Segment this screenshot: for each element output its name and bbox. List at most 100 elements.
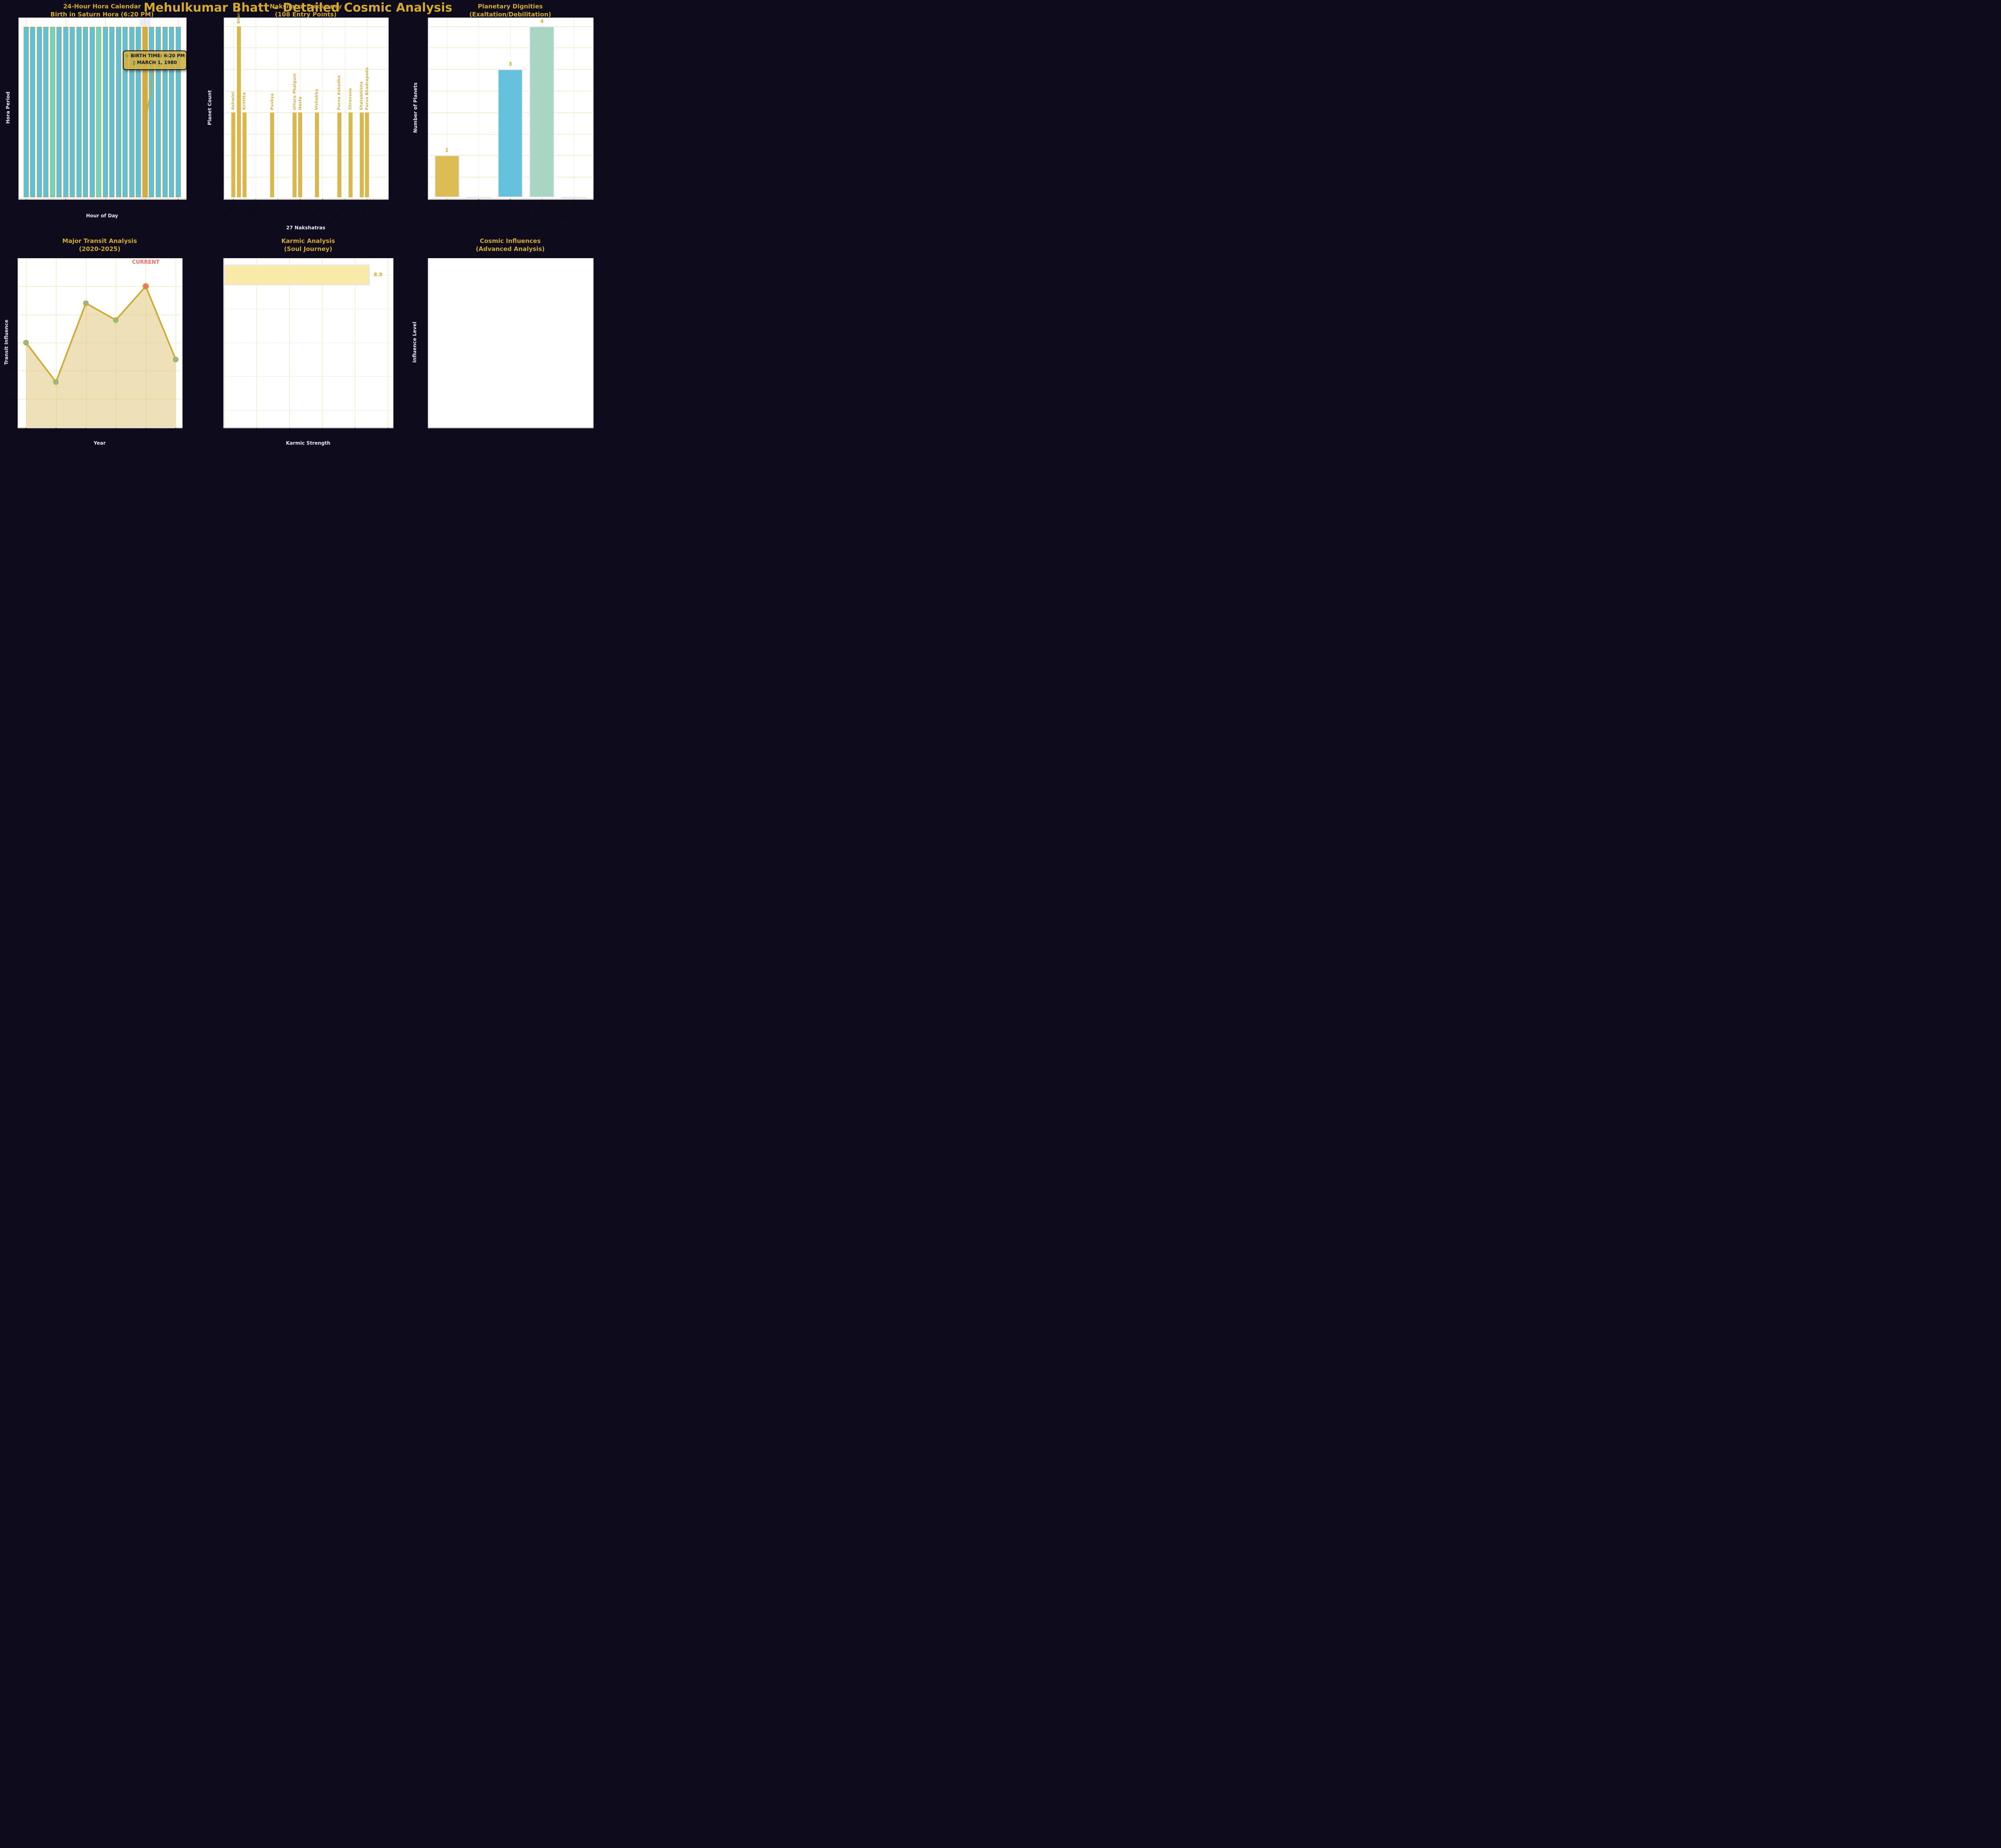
bar-label: Ashwini — [231, 92, 236, 110]
bar-label: Krittika — [242, 92, 247, 110]
bar — [242, 112, 247, 197]
nakshatra-chart-title-block: Nakshatra Frequency (108 Entry Points) — [234, 2, 378, 18]
bar — [116, 27, 121, 197]
bar — [365, 112, 369, 197]
bar — [102, 27, 108, 197]
bar — [293, 112, 297, 197]
axis-tick — [221, 112, 223, 113]
bar-label: Pushya — [270, 93, 275, 110]
value-label: 3 — [508, 61, 512, 67]
axis-tick — [15, 314, 17, 315]
tick-label: 2024 — [140, 430, 151, 434]
axis-tick — [425, 198, 427, 199]
tick-label: 8 — [353, 430, 357, 434]
bar — [89, 27, 95, 197]
chart-subtitle: (Advanced Analysis) — [476, 245, 545, 253]
bar — [348, 112, 353, 197]
grid-line — [224, 112, 388, 113]
bar — [23, 27, 29, 197]
tick-label: 11 PM — [172, 201, 184, 206]
bar — [83, 27, 88, 197]
bar — [237, 26, 241, 197]
tick-label: 1.5 — [418, 131, 425, 136]
axis-tick — [322, 199, 323, 201]
tick-label: 2021 — [51, 430, 61, 434]
bar — [231, 112, 235, 197]
tick-label: 4 — [288, 430, 291, 434]
tick-label: 2.5 — [418, 88, 425, 93]
bar — [315, 112, 319, 197]
grid-line — [18, 258, 182, 259]
tick-label: 0.50 — [211, 153, 221, 158]
axis-tick — [425, 155, 427, 156]
bar — [30, 27, 35, 197]
tick-label: 3.0 — [418, 67, 425, 72]
axis-tick — [105, 199, 106, 201]
current-label: CURRENT — [132, 259, 160, 265]
grid-line — [223, 410, 393, 411]
axis-tick — [300, 199, 301, 201]
transit-plot-area — [18, 258, 182, 428]
axis-tick — [175, 428, 176, 430]
chart-title: Major Transit Analysis — [62, 237, 137, 245]
axis-tick — [425, 90, 427, 91]
cosmic-plot-area — [428, 258, 593, 428]
axis-tick — [144, 199, 146, 201]
bar — [36, 27, 42, 197]
chart-title: Karmic Analysis — [281, 237, 335, 245]
axis-tick — [221, 26, 223, 27]
transit-chart-title-block: Major Transit Analysis (2020-2025) — [28, 237, 172, 253]
bar — [498, 69, 523, 197]
star-icon: ☆ — [125, 53, 129, 58]
bar-label: Uttara Phalguni — [292, 73, 297, 110]
tick-label: 0.75 — [211, 131, 221, 136]
bar — [63, 27, 68, 197]
tick-label: 0.25 — [211, 175, 221, 179]
tick-label: 4.0 — [418, 24, 425, 28]
bar — [298, 112, 303, 197]
chart-subtitle: (2020-2025) — [79, 245, 120, 253]
tick-label: 12 AM — [20, 201, 32, 206]
bar-label: Shatabhisha — [359, 81, 364, 110]
tick-label: 6 AM — [60, 201, 71, 206]
axis-tick — [15, 258, 17, 259]
tick-label: 7.0 — [8, 368, 14, 373]
grid-line — [233, 18, 234, 199]
grid-line — [18, 286, 182, 287]
tick-label: 7.5 — [8, 340, 14, 345]
transit-xaxis-label: Year — [94, 440, 106, 446]
tick-label: 8.5 — [8, 284, 14, 289]
bar — [50, 27, 55, 197]
bar — [224, 265, 370, 286]
annotation-box: ☆ BIRTH TIME: 6:20 PM ▯ MARCH 1, 1980 — [123, 50, 187, 70]
grid-line — [224, 69, 388, 70]
tick-label: 9.0 — [8, 256, 14, 260]
chart-subtitle: (Soul Journey) — [284, 245, 333, 253]
axis-tick — [15, 286, 17, 287]
chart-subtitle: (Exaltation/Debilitation) — [469, 11, 551, 18]
chart-title: Cosmic Influences — [479, 237, 541, 245]
tick-label: 2020 — [21, 430, 31, 434]
tick-label: 2022 — [80, 430, 91, 434]
tick-label: 1.0 — [418, 153, 425, 158]
tick-label: 6.5 — [8, 396, 14, 401]
axis-tick — [510, 199, 511, 201]
nakshatra-plot-area — [224, 18, 389, 200]
axis-tick — [425, 112, 427, 113]
bar — [43, 27, 49, 197]
axis-tick — [541, 199, 542, 201]
bar — [96, 27, 102, 197]
axis-tick — [289, 428, 290, 430]
tick-label: 10 — [385, 430, 391, 434]
tick-label: 1.50 — [211, 67, 221, 72]
tick-label: 0 — [223, 430, 225, 434]
tick-label: 1.75 — [211, 45, 221, 50]
bar — [70, 27, 75, 197]
karmic-chart-title-block: Karmic Analysis (Soul Journey) — [236, 237, 380, 253]
axis-tick — [223, 428, 225, 430]
bar — [270, 112, 275, 197]
axis-tick — [221, 198, 223, 199]
tick-label: 0.0 — [418, 196, 425, 201]
grid-line — [223, 376, 393, 377]
bar-label: Shravana — [348, 88, 353, 110]
